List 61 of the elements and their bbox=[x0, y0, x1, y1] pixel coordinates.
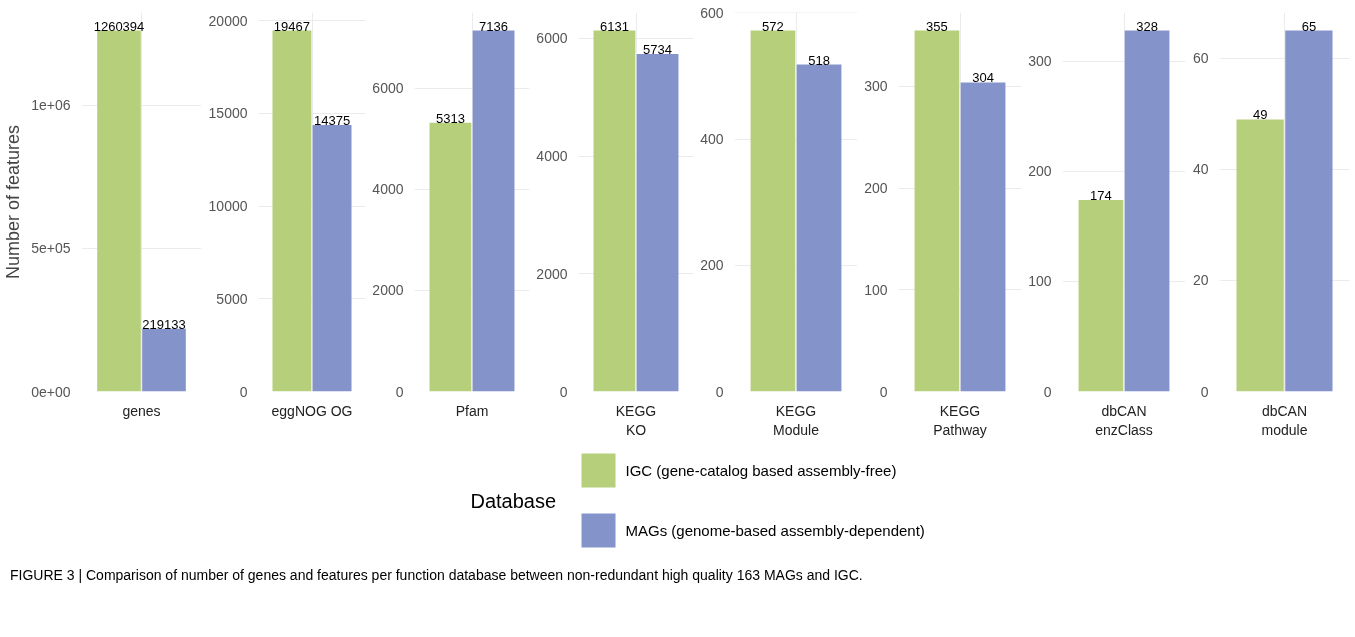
y-tick-label: 60 bbox=[1192, 50, 1209, 67]
x-tick-label: eggNOG OG bbox=[271, 402, 353, 419]
y-tick-label: 0 bbox=[1043, 383, 1052, 400]
legend-label: MAGs (genome-based assembly-dependent) bbox=[625, 522, 925, 539]
data-label: 328 bbox=[1136, 18, 1158, 34]
y-tick-label: 1e+06 bbox=[31, 97, 71, 114]
y-tick-label: 0 bbox=[879, 383, 888, 400]
data-label: 219133 bbox=[142, 316, 186, 332]
legend-label: IGC (gene-catalog based assembly-free) bbox=[625, 462, 897, 479]
y-tick-label: 0 bbox=[715, 383, 724, 400]
data-label: 5734 bbox=[643, 41, 673, 57]
y-tick-label: 0 bbox=[559, 383, 568, 400]
y-tick-label: 300 bbox=[1028, 53, 1052, 70]
y-tick-label: 20 bbox=[1192, 272, 1209, 289]
y-tick-label: 300 bbox=[864, 78, 888, 95]
data-label: 518 bbox=[808, 52, 830, 68]
y-tick-label: 6000 bbox=[536, 30, 568, 47]
y-tick-label: 200 bbox=[1028, 163, 1052, 180]
y-tick-label: 0 bbox=[1200, 383, 1209, 400]
data-label: 174 bbox=[1090, 188, 1112, 204]
y-tick-label: 200 bbox=[700, 257, 724, 274]
data-label: 49 bbox=[1252, 107, 1268, 123]
data-label: 304 bbox=[972, 70, 994, 86]
x-tick-label: dbCAN enzClass bbox=[1095, 402, 1153, 438]
y-tick-label: 20000 bbox=[208, 12, 248, 29]
data-label: 6131 bbox=[599, 18, 629, 34]
data-label: 5313 bbox=[435, 110, 465, 126]
y-tick-label: 400 bbox=[700, 131, 724, 148]
y-tick-label: 6000 bbox=[372, 80, 404, 97]
data-label: 1260394 bbox=[93, 18, 145, 34]
y-tick-label: 4000 bbox=[536, 148, 568, 165]
y-tick-label: 100 bbox=[864, 281, 888, 298]
x-tick-label: dbCAN module bbox=[1261, 402, 1308, 438]
x-tick-label: KEGG Pathway bbox=[933, 402, 987, 438]
data-label: 7136 bbox=[479, 18, 509, 34]
caption: FIGURE 3 | Comparison of number of genes and features per function database between non-redundant high quality 163 MAGs and IGC. bbox=[10, 566, 863, 585]
y-tick-label: 100 bbox=[1028, 273, 1052, 290]
y-tick-label: 2000 bbox=[372, 282, 404, 299]
x-tick-label: Pfam bbox=[455, 402, 489, 419]
y-tick-label: 0 bbox=[239, 383, 248, 400]
y-axis-title: Number of features bbox=[3, 124, 24, 280]
y-tick-label: 600 bbox=[700, 4, 724, 21]
data-label: 355 bbox=[926, 18, 948, 34]
x-tick-label: KEGG Module bbox=[773, 402, 820, 438]
x-tick-label: KEGG KO bbox=[615, 402, 657, 438]
data-label: 572 bbox=[762, 18, 784, 34]
y-tick-label: 200 bbox=[864, 180, 888, 197]
y-tick-label: 5e+05 bbox=[31, 240, 71, 257]
data-label: 14375 bbox=[313, 112, 351, 128]
y-tick-label: 2000 bbox=[536, 265, 568, 282]
y-tick-label: 15000 bbox=[208, 105, 248, 122]
x-tick-label: genes bbox=[122, 402, 161, 419]
y-tick-label: 5000 bbox=[216, 290, 248, 307]
y-tick-label: 0 bbox=[395, 383, 404, 400]
data-label: 65 bbox=[1301, 18, 1317, 34]
legend-title: Database bbox=[470, 489, 557, 512]
y-tick-label: 40 bbox=[1192, 161, 1209, 178]
y-tick-label: 0e+00 bbox=[31, 383, 71, 400]
y-tick-label: 10000 bbox=[208, 198, 248, 215]
y-tick-label: 4000 bbox=[372, 181, 404, 198]
data-label: 19467 bbox=[273, 18, 311, 34]
